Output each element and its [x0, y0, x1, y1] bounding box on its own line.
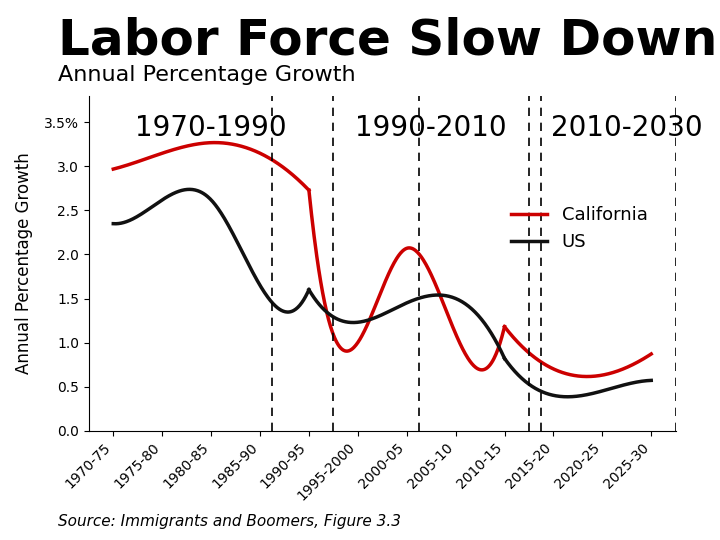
Text: Labor Force Slow Down: Labor Force Slow Down [58, 16, 717, 64]
Legend: California, US: California, US [504, 199, 655, 258]
Text: 1990-2010: 1990-2010 [356, 113, 507, 141]
Text: Source: Immigrants and Boomers, Figure 3.3: Source: Immigrants and Boomers, Figure 3… [58, 514, 400, 529]
Y-axis label: Annual Percentage Growth: Annual Percentage Growth [15, 152, 33, 374]
Text: 2010-2030: 2010-2030 [551, 113, 703, 141]
Text: 1970-1990: 1970-1990 [135, 113, 287, 141]
Text: Annual Percentage Growth: Annual Percentage Growth [58, 65, 355, 85]
